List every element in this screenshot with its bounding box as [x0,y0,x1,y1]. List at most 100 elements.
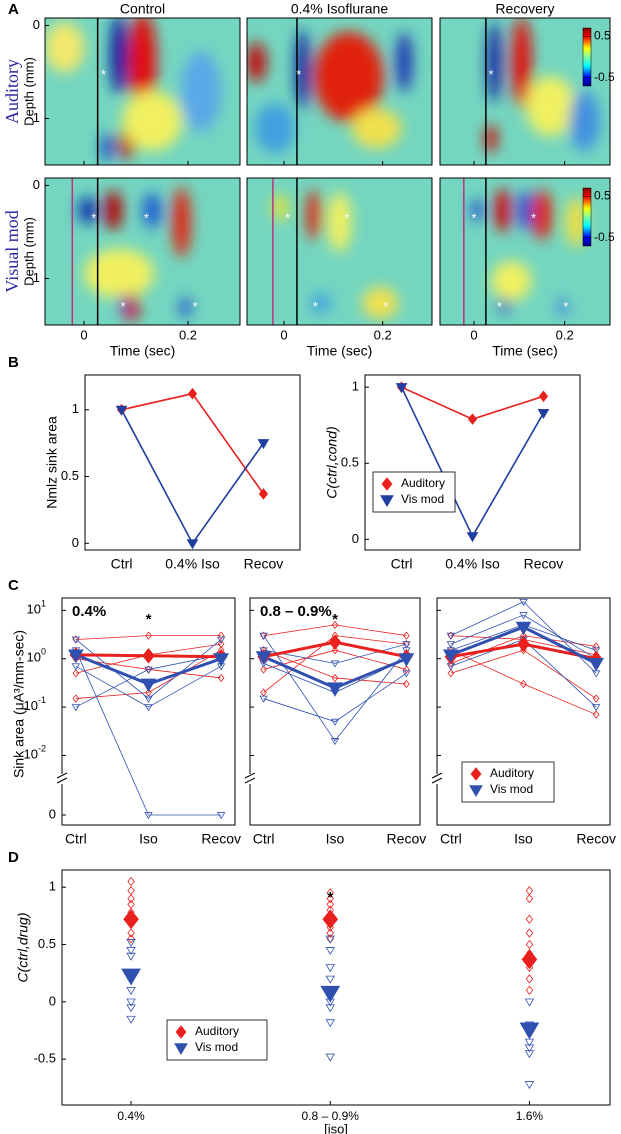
triangle-marker [466,532,479,543]
individual-line [75,635,222,640]
axes-box [364,374,581,551]
diamond-marker [538,390,549,403]
axes-box [44,177,241,326]
individual-marker [217,673,225,683]
heatmap-blobs [247,29,413,154]
individual-marker [403,631,410,640]
triangle-marker [325,947,335,956]
axes-box [439,17,611,166]
heatmap-blob [110,18,129,95]
diamond-marker [326,894,334,904]
y-tick-label: 0 [33,177,40,192]
triangle-marker [380,495,394,507]
asterisk: * [344,211,349,226]
heatmap-blob [313,31,384,122]
individual-marker [331,620,339,630]
triangle-marker [537,409,550,420]
diamond-marker [127,876,135,887]
diamond-marker [142,647,155,664]
x-tick-label: Iso [514,831,533,847]
triangle-marker [126,998,136,1007]
diamond-marker [326,928,334,938]
triangle-marker [126,1015,136,1024]
diamond-marker [127,928,135,938]
y-tick-label: 1 [49,879,56,894]
triangle-marker [524,998,535,1007]
individual-line [450,614,597,660]
heatmap-blob [327,192,352,253]
axis-break [56,772,68,784]
triangle-marker [255,651,272,665]
series-line [400,386,545,539]
triangle-marker [320,985,341,1003]
axes-box [61,869,611,1106]
individual-marker [259,647,268,655]
triangle-marker [325,964,335,973]
individual-line [75,639,222,700]
diamond-marker [525,914,534,924]
y-tick-label: 100 [27,647,46,665]
individual-line [263,649,407,685]
triangle-marker [126,947,136,956]
axes-frame [249,597,421,826]
diamond-marker [525,885,534,896]
diamond-marker [127,894,135,904]
heatmap-blob [517,190,533,231]
tick-exponent: -2 [38,744,46,754]
diamond-marker [187,387,198,400]
axis-break [244,772,256,784]
legend-label: Auditory [195,1024,239,1038]
heatmap-blob [491,260,532,301]
x-tick-label: Ctrl [65,831,87,847]
tick-base: 10 [24,699,38,714]
triangle-marker [257,439,270,450]
diamond-marker [525,894,534,904]
individual-marker [217,640,225,649]
heatmap-blob [396,32,413,93]
individual-marker [402,670,411,678]
colorbar-label: -0.5 [594,70,615,84]
individual-marker [144,666,153,674]
individual-marker [72,694,80,703]
individual-marker [260,665,267,674]
individual-marker [447,659,455,668]
axes-box [439,177,611,326]
asterisk: * [120,299,125,314]
individual-line [263,672,407,723]
legend-label: Vis mod [490,782,533,796]
colorbar [582,187,592,247]
heatmap-blob [295,29,310,110]
triangle-marker [126,1004,136,1013]
x-axis-label: Time (sec) [492,343,558,359]
y-tick-label: 0 [352,531,359,546]
panel-label: C [8,577,19,594]
individual-marker [403,665,410,674]
heatmap-blob [532,189,552,240]
x-tick-label: 0 [470,327,477,342]
individual-line [450,601,597,674]
diamond-marker [326,899,334,910]
heatmap-blob [556,297,569,318]
asterisk: * [313,299,318,314]
y-tick-label: 1 [352,379,359,394]
asterisk: * [327,889,333,906]
legend-label: Vis mod [195,1040,238,1054]
heatmap-blob [485,124,497,153]
individual-marker [216,812,226,820]
triangle-marker [140,678,157,692]
heatmap-blob [118,294,128,311]
diamond-marker [322,909,339,930]
individual-marker [403,679,410,689]
asterisk: * [332,611,338,628]
x-tick-label: 0.2 [374,327,392,342]
individual-marker [72,669,80,678]
individual-line [75,654,222,708]
individual-line [75,649,222,699]
x-tick-label: Ctrl [253,831,275,847]
asterisk: * [144,211,149,226]
triangle-marker [325,1004,335,1013]
heatmap-blob [179,297,192,318]
asterisk: * [285,211,290,226]
asterisk: * [488,67,493,82]
